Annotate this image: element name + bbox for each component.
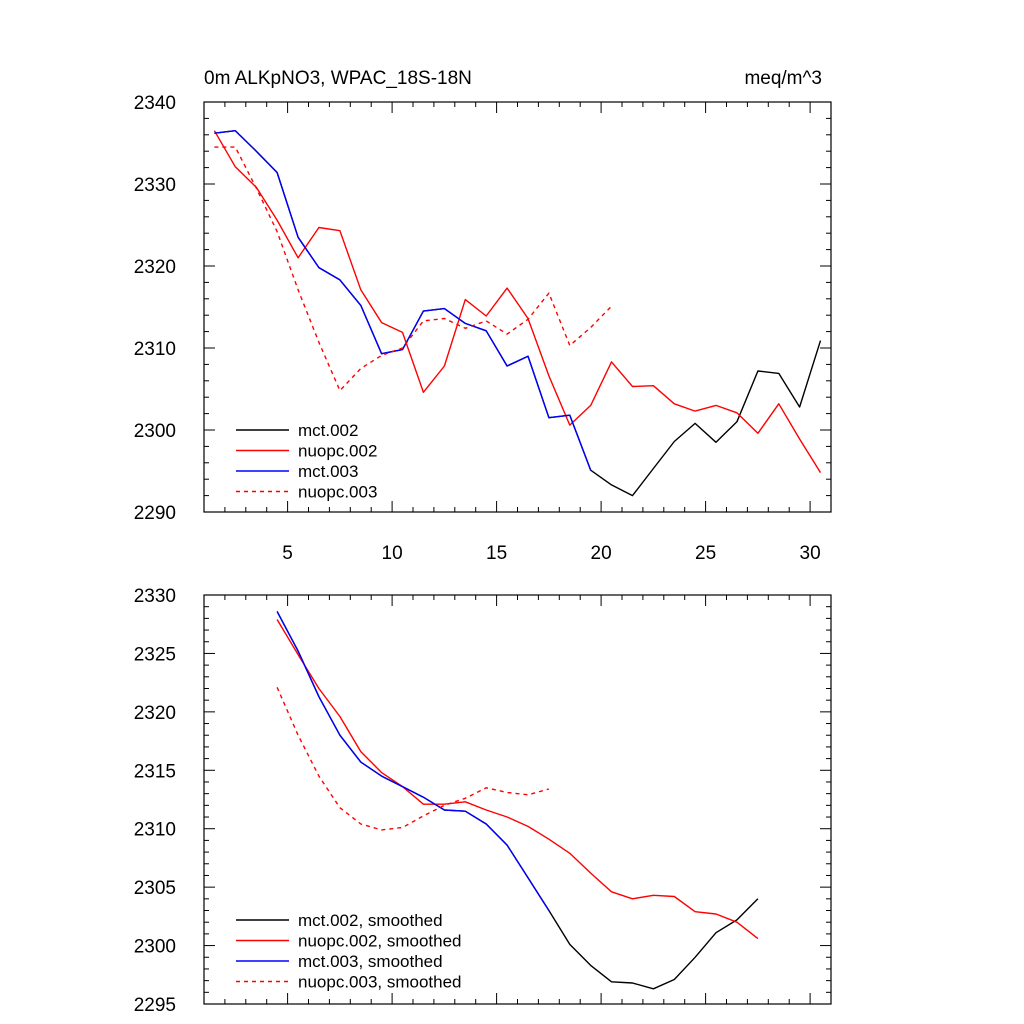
y-tick-label: 2320 [134,703,176,724]
units-label: meq/m^3 [744,68,822,89]
x-tick-label: 20 [591,543,612,564]
y-tick-label: 2310 [134,339,176,360]
y-tick-label: 2300 [134,937,176,958]
series-line-nuopc-002 [213,130,822,473]
x-tick-label: 25 [695,543,716,564]
y-tick-label: 2295 [134,995,176,1016]
legend-label: nuopc.002, smoothed [298,932,462,951]
top-panel: 0m ALKpNO3, WPAC_18S-18N meq/m^3 2290 230… [134,68,832,564]
legend-label: mct.002 [298,421,358,440]
legend-label: nuopc.002 [298,442,377,461]
chart-title: 0m ALKpNO3, WPAC_18S-18N [204,68,472,89]
legend-label: mct.003 [298,462,358,481]
y-tick-label: 2290 [134,503,176,524]
y-tick-label: 2310 [134,820,176,841]
y-tick-label: 2305 [134,878,176,899]
y-tick-label: 2330 [134,175,176,196]
x-tick-label: 30 [800,543,821,564]
y-tick-label: 2330 [134,586,176,607]
bottom-panel: 2295 2300 2305 2310 2315 2320 2325 2330 mct.002,… [134,586,832,1016]
series-line-mct-003 [214,129,592,471]
x-tick-label: 10 [382,543,403,564]
y-tick-label: 2300 [134,421,176,442]
legend-label: nuopc.003 [298,483,377,502]
y-tick-label: 2315 [134,761,176,782]
series-line-nuopc-003 [214,146,613,392]
y-tick-label: 2325 [134,644,176,665]
y-tick-label: 2320 [134,257,176,278]
x-tick-label: 15 [486,543,507,564]
series-line-mct-003-smoothed [276,611,550,911]
legend-label: mct.003, smoothed [298,952,443,971]
y-tick-label: 2340 [134,93,176,114]
legend-label: mct.002, smoothed [298,911,443,930]
series-line-nuopc-002-smoothed [276,619,759,940]
x-tick-label: 5 [282,543,293,564]
legend-label: nuopc.003, smoothed [298,973,462,992]
series-line-nuopc-003-smoothed [276,687,550,831]
